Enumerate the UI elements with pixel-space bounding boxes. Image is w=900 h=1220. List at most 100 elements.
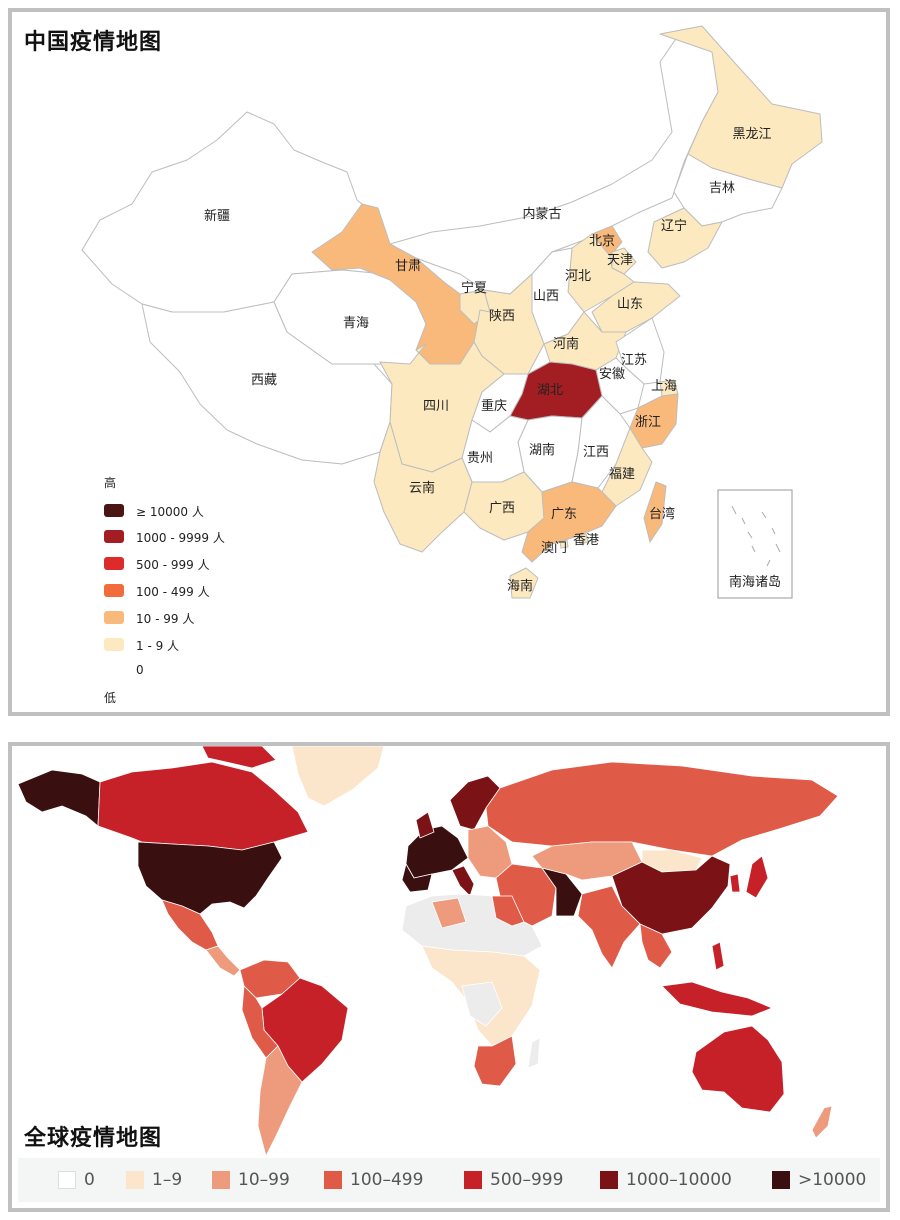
region-spain[interactable]	[401, 863, 433, 893]
legend-swatch-2[interactable]	[104, 557, 124, 570]
china-map-panel: 新疆 西藏 青海 甘肃 内蒙古 宁夏 陕西 山西 河北 北京 天津 辽宁 吉林 …	[8, 8, 890, 716]
world-legend-item-1[interactable]: 1–9	[126, 1158, 182, 1202]
region-philippines[interactable]	[711, 941, 725, 971]
china-map-canvas: 新疆 西藏 青海 甘肃 内蒙古 宁夏 陕西 山西 河北 北京 天津 辽宁 吉林 …	[81, 25, 823, 599]
legend-swatch-4[interactable]	[104, 611, 124, 624]
legend-label-0: ≥ 10000 人	[136, 505, 204, 519]
region-canada[interactable]	[97, 761, 309, 851]
inset-label: 南海诸岛	[729, 574, 781, 590]
region-argentina[interactable]	[257, 1045, 303, 1157]
label-shanghai: 上海	[651, 379, 677, 394]
world-map-title: 全球疫情地图	[24, 1126, 163, 1151]
label-hebei: 河北	[565, 269, 591, 284]
label-hainan: 海南	[507, 578, 533, 594]
legend-high-label: 高	[104, 476, 117, 490]
region-egypt[interactable]	[491, 895, 525, 927]
world-legend: 0 1–9 10–99 100–499 500–999 1000–10000 >…	[18, 1158, 880, 1202]
world-legend-swatch-4	[464, 1171, 482, 1189]
label-taiwan: 台湾	[649, 506, 675, 522]
region-south-africa[interactable]	[473, 1035, 517, 1087]
world-legend-swatch-0	[58, 1171, 76, 1189]
region-indonesia[interactable]	[661, 981, 773, 1017]
label-jilin: 吉林	[709, 181, 735, 196]
region-india[interactable]	[577, 885, 641, 969]
label-beijing: 北京	[589, 234, 615, 249]
province-yunnan[interactable]	[373, 421, 473, 553]
region-congo[interactable]	[461, 981, 503, 1027]
label-yunnan: 云南	[409, 480, 435, 496]
label-anhui: 安徽	[599, 367, 625, 382]
legend-label-4: 10 - 99 人	[136, 612, 195, 626]
label-macau: 澳门	[541, 540, 567, 556]
label-chongqing: 重庆	[481, 398, 507, 414]
region-canada-islands[interactable]	[201, 746, 277, 769]
legend-swatch-5[interactable]	[104, 638, 124, 651]
label-zhejiang: 浙江	[635, 415, 661, 430]
region-greenland[interactable]	[291, 746, 385, 807]
label-shanxi: 山西	[533, 289, 559, 304]
legend-label-5: 1 - 9 人	[136, 639, 180, 653]
region-southeast-asia[interactable]	[639, 923, 673, 969]
world-legend-swatch-1	[126, 1171, 144, 1189]
province-taiwan[interactable]	[643, 481, 667, 543]
world-legend-item-5[interactable]: 1000–10000	[600, 1158, 732, 1202]
label-gansu: 甘肃	[395, 259, 421, 274]
label-hongkong: 香港	[573, 533, 599, 548]
region-new-zealand[interactable]	[811, 1105, 833, 1139]
world-legend-label-0: 0	[84, 1170, 95, 1190]
legend-low-label: 低	[104, 691, 117, 705]
region-algeria[interactable]	[431, 897, 467, 929]
world-legend-label-5: 1000–10000	[626, 1170, 732, 1190]
province-macau[interactable]	[559, 539, 569, 549]
legend-swatch-1[interactable]	[104, 530, 124, 543]
label-guangxi: 广西	[489, 501, 515, 516]
label-henan: 河南	[553, 336, 579, 352]
label-hunan: 湖南	[529, 442, 555, 458]
province-jilin[interactable]	[673, 153, 783, 227]
label-jiangxi: 江西	[583, 445, 609, 460]
legend-label-2: 500 - 999 人	[136, 558, 210, 572]
region-korea[interactable]	[729, 873, 741, 893]
world-legend-item-3[interactable]: 100–499	[324, 1158, 423, 1202]
world-legend-swatch-5	[600, 1171, 618, 1189]
region-japan[interactable]	[745, 855, 769, 899]
world-legend-item-4[interactable]: 500–999	[464, 1158, 563, 1202]
label-guangdong: 广东	[551, 507, 577, 522]
province-hainan[interactable]	[509, 567, 539, 599]
region-central-america[interactable]	[205, 945, 241, 977]
legend-label-3: 100 - 499 人	[136, 585, 210, 599]
south-china-sea-inset: 南海诸岛	[717, 489, 793, 599]
region-madagascar[interactable]	[527, 1037, 541, 1069]
province-guangdong[interactable]	[521, 481, 617, 563]
region-russia[interactable]	[485, 761, 839, 857]
region-central-asia[interactable]	[531, 841, 643, 881]
label-hubei: 湖北	[537, 383, 563, 398]
label-jiangsu: 江苏	[621, 352, 647, 368]
world-legend-label-6: >10000	[798, 1170, 867, 1190]
region-australia[interactable]	[691, 1025, 785, 1113]
legend-swatch-6[interactable]	[104, 664, 124, 677]
label-shandong: 山东	[617, 297, 643, 312]
region-alaska[interactable]	[17, 769, 101, 827]
region-usa[interactable]	[137, 841, 283, 915]
region-uk[interactable]	[415, 811, 435, 839]
label-guizhou: 贵州	[467, 451, 493, 466]
world-legend-item-0[interactable]: 0	[58, 1158, 95, 1202]
world-legend-item-2[interactable]: 10–99	[212, 1158, 290, 1202]
world-legend-label-1: 1–9	[152, 1170, 183, 1190]
legend-swatch-0[interactable]	[104, 504, 124, 517]
label-neimenggu: 内蒙古	[522, 206, 561, 222]
label-xizang: 西藏	[251, 373, 277, 388]
province-hongkong[interactable]	[577, 533, 589, 545]
legend-label-1: 1000 - 9999 人	[136, 531, 225, 545]
world-map-canvas	[17, 746, 839, 1157]
world-map-panel: 全球疫情地图 0 1–9 10–99 100–499 500–999 1000–…	[8, 742, 890, 1212]
region-italy[interactable]	[451, 865, 475, 897]
label-shaanxi: 陕西	[489, 309, 515, 324]
province-labels: 新疆 西藏 青海 甘肃 内蒙古 宁夏 陕西 山西 河北 北京 天津 辽宁 吉林 …	[204, 127, 772, 594]
world-legend-item-6[interactable]: >10000	[772, 1158, 866, 1202]
world-legend-swatch-6	[772, 1171, 790, 1189]
province-liaoning[interactable]	[647, 207, 723, 269]
china-map-title: 中国疫情地图	[24, 30, 163, 55]
legend-swatch-3[interactable]	[104, 584, 124, 597]
